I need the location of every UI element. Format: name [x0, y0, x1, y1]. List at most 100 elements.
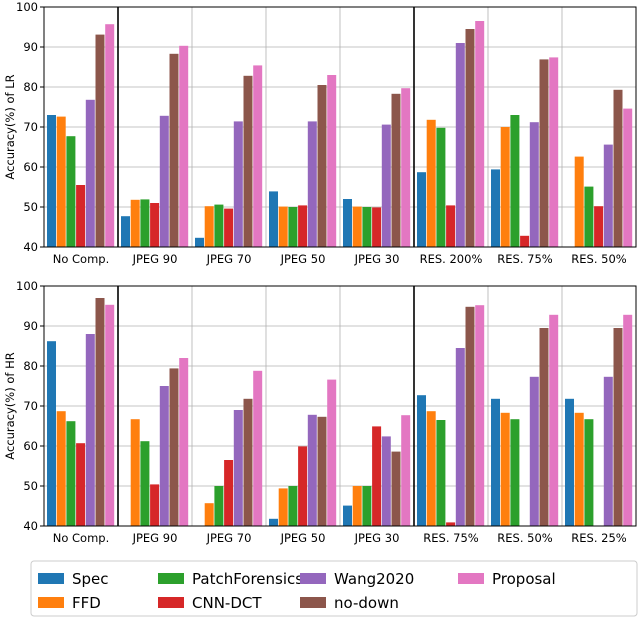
bar-wang2020-res-25: [603, 376, 613, 526]
bar-ffd-res-25: [574, 412, 584, 526]
bar-cnn-dct-jpeg-90: [150, 203, 160, 247]
bar-spec-res-75: [491, 169, 500, 247]
bar-no-down-res-75: [465, 306, 475, 526]
bar-patchforensics-jpeg-90: [140, 441, 150, 526]
bar-proposal-res-50: [623, 108, 633, 247]
bar-proposal-res-25: [623, 314, 633, 526]
bar-spec-res-25: [565, 398, 574, 526]
x-tick-label: JPEG 70: [206, 531, 252, 545]
bar-ffd-jpeg-30: [352, 486, 362, 526]
bar-spec-jpeg-70: [195, 237, 204, 247]
bar-patchforensics-no-comp: [66, 421, 76, 526]
bar-spec-jpeg-50: [269, 518, 278, 526]
bar-patchforensics-jpeg-70: [214, 204, 224, 247]
legend-label-spec: Spec: [72, 570, 109, 588]
x-tick-label: No Comp.: [53, 531, 110, 545]
y-tick-label: 100: [16, 0, 38, 14]
legend-label-cnn-dct: CNN-DCT: [192, 594, 262, 612]
y-axis-label: Accuracy(%) of HR: [3, 352, 17, 459]
bar-patchforensics-jpeg-50: [288, 486, 298, 526]
y-tick-label: 70: [23, 120, 38, 134]
bar-proposal-res-75: [475, 305, 485, 526]
bar-patchforensics-jpeg-70: [214, 486, 224, 526]
bar-ffd-res-50: [574, 156, 584, 247]
bar-cnn-dct-jpeg-50: [298, 205, 308, 247]
bar-proposal-res-50: [549, 314, 559, 526]
bar-no-down-no-comp: [95, 34, 105, 247]
bar-proposal-jpeg-30: [401, 88, 411, 247]
x-tick-label: RES. 75%: [423, 531, 479, 545]
y-tick-label: 70: [23, 399, 38, 413]
bar-wang2020-no-comp: [85, 334, 95, 526]
x-tick-label: RES. 50%: [571, 252, 627, 266]
bar-proposal-jpeg-50: [327, 75, 337, 247]
bar-ffd-jpeg-50: [278, 488, 288, 526]
y-tick-label: 80: [23, 359, 38, 373]
bar-cnn-dct-res-75: [446, 522, 456, 526]
legend-swatch-spec: [38, 573, 64, 584]
bar-wang2020-res-75: [529, 122, 539, 247]
legend-label-proposal: Proposal: [492, 570, 556, 588]
bar-cnn-dct-jpeg-90: [150, 484, 160, 526]
bar-no-down-no-comp: [95, 298, 105, 526]
x-tick-label: JPEG 30: [354, 252, 400, 266]
x-tick-label: No Comp.: [53, 252, 110, 266]
bar-wang2020-jpeg-50: [307, 121, 317, 247]
bar-ffd-no-comp: [56, 411, 66, 526]
bar-no-down-res-50: [539, 328, 549, 526]
bar-spec-no-comp: [47, 115, 56, 247]
bar-proposal-jpeg-30: [401, 415, 411, 526]
bar-no-down-jpeg-90: [169, 368, 179, 526]
bar-proposal-jpeg-70: [253, 370, 263, 526]
bar-proposal-no-comp: [105, 304, 115, 526]
legend-swatch-no-down: [300, 597, 326, 608]
bar-ffd-res-200: [426, 119, 436, 247]
bar-ffd-jpeg-70: [204, 503, 214, 526]
hr-accuracy-panel: 40 50 60 70 80 90 100 No Comp. JPEG 90 JPEG 70 JPE…: [3, 279, 637, 545]
y-tick-label: 40: [23, 240, 38, 254]
legend-label-wang2020: Wang2020: [334, 570, 414, 588]
bar-no-down-jpeg-70: [243, 398, 253, 526]
x-tick-label: JPEG 50: [280, 531, 326, 545]
bar-proposal-no-comp: [105, 24, 115, 248]
bar-cnn-dct-jpeg-70: [224, 460, 234, 526]
legend-swatch-wang2020: [300, 573, 326, 584]
y-tick-label: 60: [23, 160, 38, 174]
bar-wang2020-res-75: [455, 348, 465, 526]
bar-cnn-dct-no-comp: [76, 185, 86, 247]
y-tick-label: 60: [23, 439, 38, 453]
bar-wang2020-jpeg-50: [307, 414, 317, 526]
x-tick-label: RES. 25%: [571, 531, 627, 545]
legend-swatch-cnn-dct: [158, 597, 184, 608]
y-tick-label: 90: [23, 319, 38, 333]
y-axis-label: Accuracy(%) of LR: [3, 74, 17, 179]
bar-wang2020-jpeg-70: [233, 410, 243, 526]
bar-no-down-jpeg-50: [317, 85, 327, 247]
bar-ffd-jpeg-70: [204, 206, 214, 247]
bar-wang2020-res-50: [529, 376, 539, 526]
bar-no-down-res-75: [539, 59, 549, 248]
bar-proposal-jpeg-90: [179, 45, 189, 247]
bar-cnn-dct-jpeg-70: [224, 208, 234, 247]
y-tick-label: 40: [23, 519, 38, 533]
bar-cnn-dct-jpeg-30: [372, 426, 382, 526]
legend-swatch-patchforensics: [158, 573, 184, 584]
bar-spec-jpeg-30: [343, 199, 352, 247]
x-tick-label: RES. 50%: [497, 531, 553, 545]
bar-patchforensics-jpeg-30: [362, 486, 372, 526]
y-tick-label: 50: [23, 479, 38, 493]
bar-cnn-dct-no-comp: [76, 443, 86, 526]
bar-wang2020-jpeg-90: [159, 386, 169, 526]
bar-spec-res-75: [417, 395, 426, 526]
bar-wang2020-res-200: [455, 43, 465, 247]
bar-spec-jpeg-90: [121, 216, 130, 247]
bar-proposal-jpeg-50: [327, 379, 337, 526]
bar-spec-jpeg-50: [269, 191, 278, 247]
bar-proposal-res-200: [475, 21, 485, 247]
legend-label-no-down: no-down: [334, 594, 399, 612]
bar-patchforensics-jpeg-90: [140, 199, 150, 247]
bar-no-down-jpeg-30: [391, 93, 401, 247]
bar-patchforensics-res-50: [510, 419, 520, 526]
bar-spec-res-50: [491, 398, 500, 526]
